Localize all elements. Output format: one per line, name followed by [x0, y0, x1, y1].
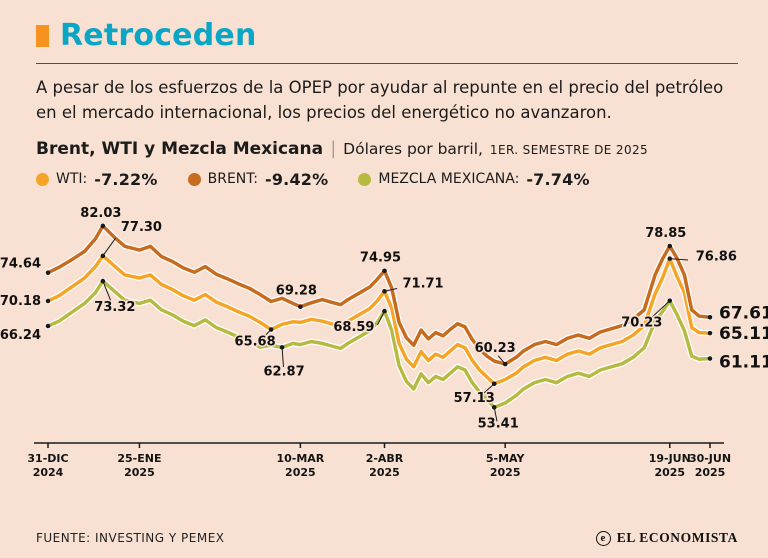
brent-line — [46, 223, 712, 366]
legend-dot-icon — [187, 172, 201, 186]
annotation-label: 68.59 — [333, 320, 374, 335]
annotation-point — [707, 330, 713, 335]
mezcla-mexicana-line — [46, 278, 712, 409]
legend-value: -7.22% — [94, 169, 158, 189]
annotation-label: 74.64 — [0, 256, 41, 271]
annotation-label: 67.61 — [719, 303, 768, 323]
legend-value: -7.74% — [526, 169, 590, 189]
annotation-label: 65.11 — [719, 324, 768, 344]
annotation-leader — [377, 310, 385, 325]
el-economista-wordmark: EL ECONOMISTA — [616, 530, 738, 545]
x-tick-label: 10-MAR 2025 — [276, 452, 324, 479]
accent-square — [36, 24, 49, 47]
annotation-point — [279, 344, 285, 350]
annotation-point — [100, 278, 106, 283]
title-divider — [36, 63, 738, 64]
annotation-point — [707, 314, 713, 320]
annotation-point — [45, 323, 51, 328]
annotation-point — [382, 308, 387, 313]
annotation-leader — [259, 328, 272, 341]
annotation-label: 78.85 — [645, 226, 686, 241]
annotation-label: 82.03 — [80, 205, 121, 220]
footer: FUENTE: INVESTING Y PEMEX e EL ECONOMIST… — [36, 530, 738, 546]
legend-value: -9.42% — [265, 169, 329, 189]
annotation-label: 62.87 — [264, 364, 305, 379]
annotation-point — [667, 297, 673, 303]
x-tick-label: 19-JUN 2025 — [649, 452, 691, 479]
annotation-point — [502, 361, 508, 366]
annotation-point — [707, 355, 713, 361]
annotation-point — [100, 253, 106, 258]
annotation-point — [268, 326, 274, 332]
x-tick-label: 25-ENE 2025 — [117, 452, 161, 479]
annotation-label: 77.30 — [121, 219, 162, 234]
price-line-chart: 31-DIC 2024 25-ENE 2025 10-MAR 2025 2-ABR 2025 5… — [0, 204, 768, 479]
x-tick-label: 30-JUN 2025 — [689, 452, 731, 479]
annotation-point — [45, 269, 51, 275]
legend-label: BRENT: — [207, 171, 258, 187]
annotation-leader — [479, 382, 495, 397]
annotation-label: 71.71 — [402, 276, 443, 291]
annotation-point — [382, 288, 387, 294]
x-tick-label: 2-ABR 2025 — [366, 452, 404, 479]
chart-title-separator: | — [330, 137, 337, 159]
x-tick-label: 5-MAY 2025 — [486, 452, 526, 479]
x-tick-label: 31-DIC 2024 — [27, 452, 68, 479]
annotation-point — [382, 267, 387, 273]
annotation-point — [667, 243, 673, 248]
chart-title-period: 1ER. SEMESTRE DE 2025 — [489, 142, 649, 157]
annotation-label: 53.41 — [478, 416, 519, 431]
el-economista-brand: e EL ECONOMISTA — [595, 530, 738, 546]
annotation-point — [45, 298, 51, 303]
annotation-label: 66.24 — [0, 327, 41, 342]
annotation-label: 65.68 — [235, 334, 276, 349]
legend-label: MEZCLA MEXICANA: — [378, 171, 520, 187]
annotation-point — [491, 404, 497, 410]
annotation-leader — [281, 346, 284, 367]
title-row: Retroceden — [36, 18, 738, 53]
description-text: A pesar de los esfuerzos de la OPEP por … — [36, 78, 724, 122]
annotation-label: 60.23 — [475, 341, 516, 356]
annotation-leader — [493, 406, 498, 421]
annotation-label: 70.18 — [0, 294, 41, 309]
annotation-label: 76.86 — [696, 249, 737, 264]
annotation-point — [100, 223, 106, 228]
annotation-label: 61.11 — [719, 352, 768, 372]
legend-item-wti: WTI: -7.22% — [36, 170, 158, 189]
annotation-label: 69.28 — [276, 283, 317, 298]
legend-item-mezclamexicana: MEZCLA MEXICANA: -7.74% — [358, 170, 589, 189]
annotation-label: 74.95 — [360, 250, 401, 265]
chart-title-series: Brent, WTI y Mezcla Mexicana — [36, 138, 324, 159]
annotation-leader — [669, 257, 689, 261]
legend-item-brent: BRENT: -9.42% — [187, 169, 329, 189]
chart-title-units: Dólares por barril, — [343, 139, 483, 158]
annotation-leader — [649, 299, 671, 319]
annotation-label: 70.23 — [621, 315, 662, 330]
chart-title: Brent, WTI y Mezcla Mexicana | Dólares p… — [36, 138, 738, 159]
legend-dot-icon — [358, 172, 372, 186]
annotation-point — [491, 380, 497, 386]
annotation-label: 57.13 — [454, 390, 495, 405]
legend: WTI: -7.22% BRENT: -9.42% MEZCLA MEXICANA: -7… — [36, 170, 738, 189]
source-note: FUENTE: INVESTING Y PEMEX — [36, 531, 225, 545]
wti-line — [46, 253, 712, 386]
legend-label: WTI: — [56, 171, 88, 187]
annotation-leader — [102, 280, 112, 302]
el-economista-logo-icon: e — [595, 530, 611, 546]
annotation-point — [667, 255, 673, 261]
legend-dot-icon — [36, 172, 49, 186]
page-title: Retroceden — [60, 18, 257, 53]
annotation-label: 73.32 — [94, 300, 135, 315]
annotation-point — [298, 303, 303, 309]
annotation-leader — [102, 237, 116, 256]
